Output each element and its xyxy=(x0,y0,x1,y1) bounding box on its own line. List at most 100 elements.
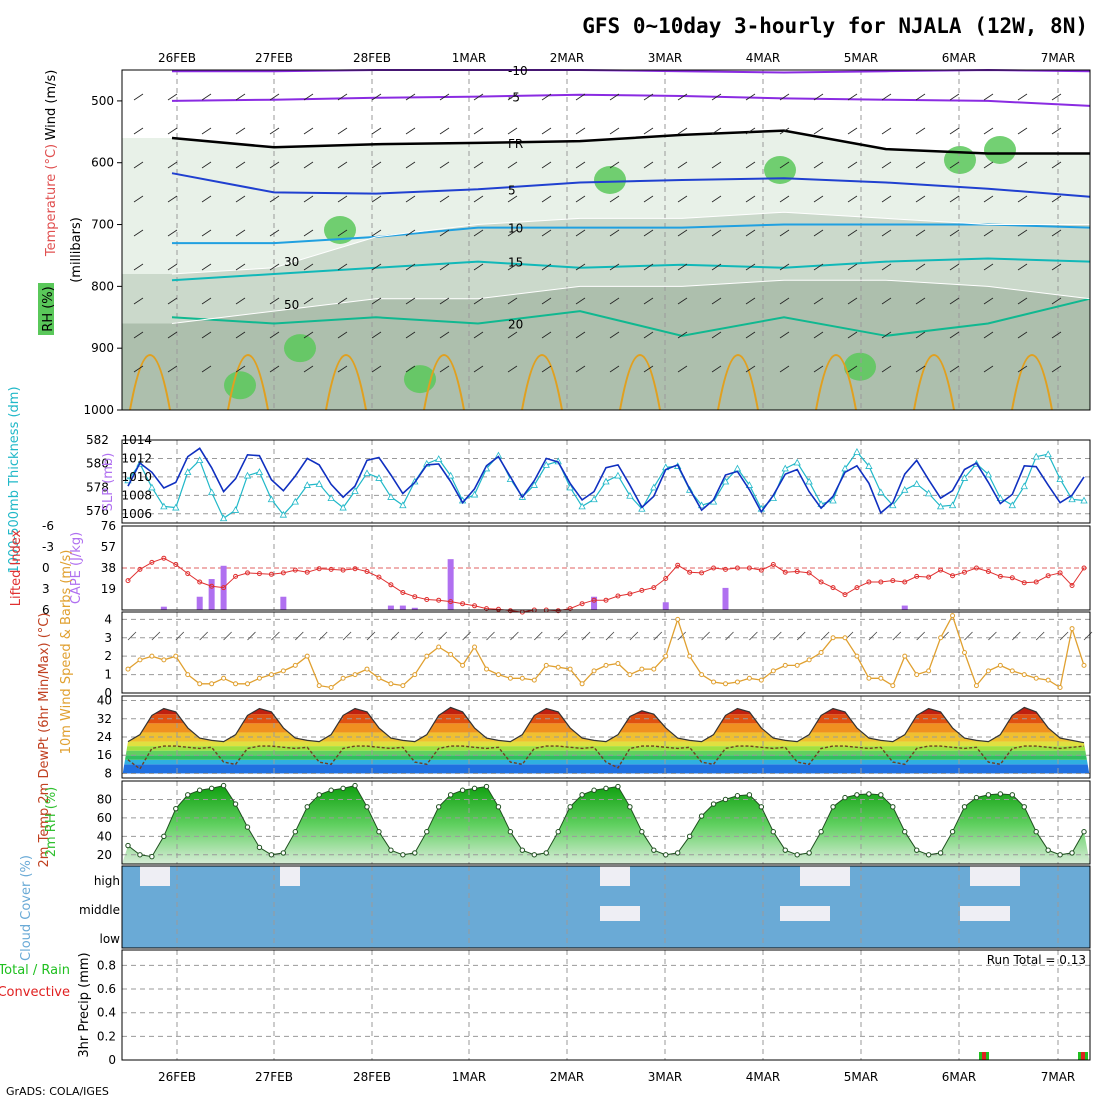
wind-barb xyxy=(235,365,246,373)
wind-barb xyxy=(201,195,212,203)
lifted-index-point xyxy=(495,606,501,612)
bottom-date-label: 28FEB xyxy=(353,1070,391,1084)
lifted-index-point xyxy=(209,583,215,589)
boundary-layer-arc xyxy=(129,354,171,411)
thickness-point xyxy=(578,502,586,510)
precip-tick-label: 0.6 xyxy=(97,982,116,996)
lifted-index-point xyxy=(1009,575,1015,581)
top-date-label: 28FEB xyxy=(353,51,391,65)
wind-barb xyxy=(1017,93,1028,101)
wind-barb xyxy=(711,127,722,135)
wind-barb xyxy=(847,229,858,237)
wind-speed-point xyxy=(866,675,872,681)
lifted-index-axis-label: Lifted Index xyxy=(9,529,24,606)
rh-point xyxy=(364,804,370,810)
thickness-point xyxy=(936,502,945,510)
lifted-index-point xyxy=(830,585,836,591)
rh-tick-label: 40 xyxy=(97,829,112,843)
thickness-point xyxy=(853,448,861,455)
boundary-layer-arc xyxy=(717,354,759,411)
wind-barb xyxy=(405,297,416,305)
wind-barb xyxy=(133,93,144,101)
wind-barb-10m xyxy=(964,631,973,641)
rh-point xyxy=(292,829,298,835)
wind-barb xyxy=(745,297,756,305)
cloud-clear-gap xyxy=(280,866,300,886)
temp-tick-label: 24 xyxy=(97,730,112,744)
lifted-index-point xyxy=(221,585,227,591)
wind-barb xyxy=(881,229,892,237)
wind-barb xyxy=(575,195,586,203)
wind-barb xyxy=(371,331,382,339)
lifted-index-point xyxy=(448,599,454,605)
cape-tick-label: 38 xyxy=(101,561,116,575)
lifted-index-point xyxy=(304,569,310,575)
wind-barb xyxy=(711,331,722,339)
wind-speed-point xyxy=(854,653,860,659)
wind-speed-point xyxy=(161,657,167,663)
rh-point xyxy=(615,783,621,790)
isotherm-FR xyxy=(171,129,1090,155)
wind-barb xyxy=(133,161,144,169)
wind-legend-label: Wind (m/s) xyxy=(44,70,59,141)
wind-barb xyxy=(949,297,960,305)
wind-barb xyxy=(779,331,790,339)
precip-conv-bar xyxy=(982,1052,986,1060)
wind-speed-point xyxy=(1081,662,1087,668)
lifted-index-point xyxy=(950,573,956,579)
wind-barb xyxy=(371,229,382,237)
lifted-index-line xyxy=(127,557,1085,613)
wind-barb xyxy=(575,127,586,135)
rh-point xyxy=(543,850,549,856)
wind-speed-point xyxy=(711,679,717,685)
wind-barb-10m xyxy=(318,631,328,641)
temperature-legend-label: Temperature (°C) xyxy=(44,144,59,257)
wind-speed-point xyxy=(914,672,920,678)
wind-barb xyxy=(507,263,518,271)
isotherm--5 xyxy=(171,93,1091,107)
wind-barb xyxy=(813,127,824,135)
wind-barb xyxy=(201,331,212,339)
wind-speed-point xyxy=(316,683,322,689)
wind-barb xyxy=(575,297,586,305)
rh-point xyxy=(890,804,896,810)
wind-barb xyxy=(1051,297,1062,305)
thickness-point xyxy=(327,494,335,501)
wind-speed-point xyxy=(412,672,418,678)
pressure-tick-label: 700 xyxy=(91,218,114,232)
wind-barb xyxy=(405,93,416,101)
wind-barb xyxy=(507,93,518,101)
rh-contour-50 xyxy=(171,279,1091,324)
lifted-index-point xyxy=(460,601,466,607)
thickness-point xyxy=(315,480,323,487)
wind-barb xyxy=(813,365,824,373)
wind-barb xyxy=(1017,161,1028,169)
rh-point xyxy=(794,852,800,858)
wind-barb xyxy=(847,161,858,169)
wind-barb xyxy=(1051,331,1062,339)
thickness-point xyxy=(148,483,156,491)
top-date-axis: 26FEB 27FEB 28FEB 1MAR 2MAR 3MAR 4MAR 5MAR 6MAR 7… xyxy=(158,51,1075,65)
rh-point xyxy=(746,792,753,798)
upper-air-panel: -10 -5 FR 5 10 15 20 30 50 500 600 700 800 900 1000 (mi… xyxy=(38,64,1091,417)
wind-barb xyxy=(983,161,994,169)
wind-barb xyxy=(609,229,620,237)
wind-barb xyxy=(677,93,688,101)
rh-point xyxy=(1045,847,1051,853)
wind-barb xyxy=(337,161,348,169)
wind-barb xyxy=(201,93,212,101)
lifted-index-point xyxy=(197,579,203,585)
lifted-index-point xyxy=(579,601,585,607)
rh-point xyxy=(579,792,585,798)
lifted-index-point xyxy=(400,590,406,595)
temp-axis-label: 2m Temp 2m DewPt (6hr Min/Max) (°C) xyxy=(37,613,52,868)
lifted-index-point xyxy=(806,570,812,576)
wind-barb-10m xyxy=(247,631,256,641)
wind-barb xyxy=(677,297,688,305)
wind-barb xyxy=(643,161,654,169)
stability-frame xyxy=(121,525,1091,611)
rh-point xyxy=(340,785,346,792)
thickness-point xyxy=(614,471,622,479)
dewpoint-line xyxy=(127,745,1085,770)
thickness-point xyxy=(279,510,288,518)
